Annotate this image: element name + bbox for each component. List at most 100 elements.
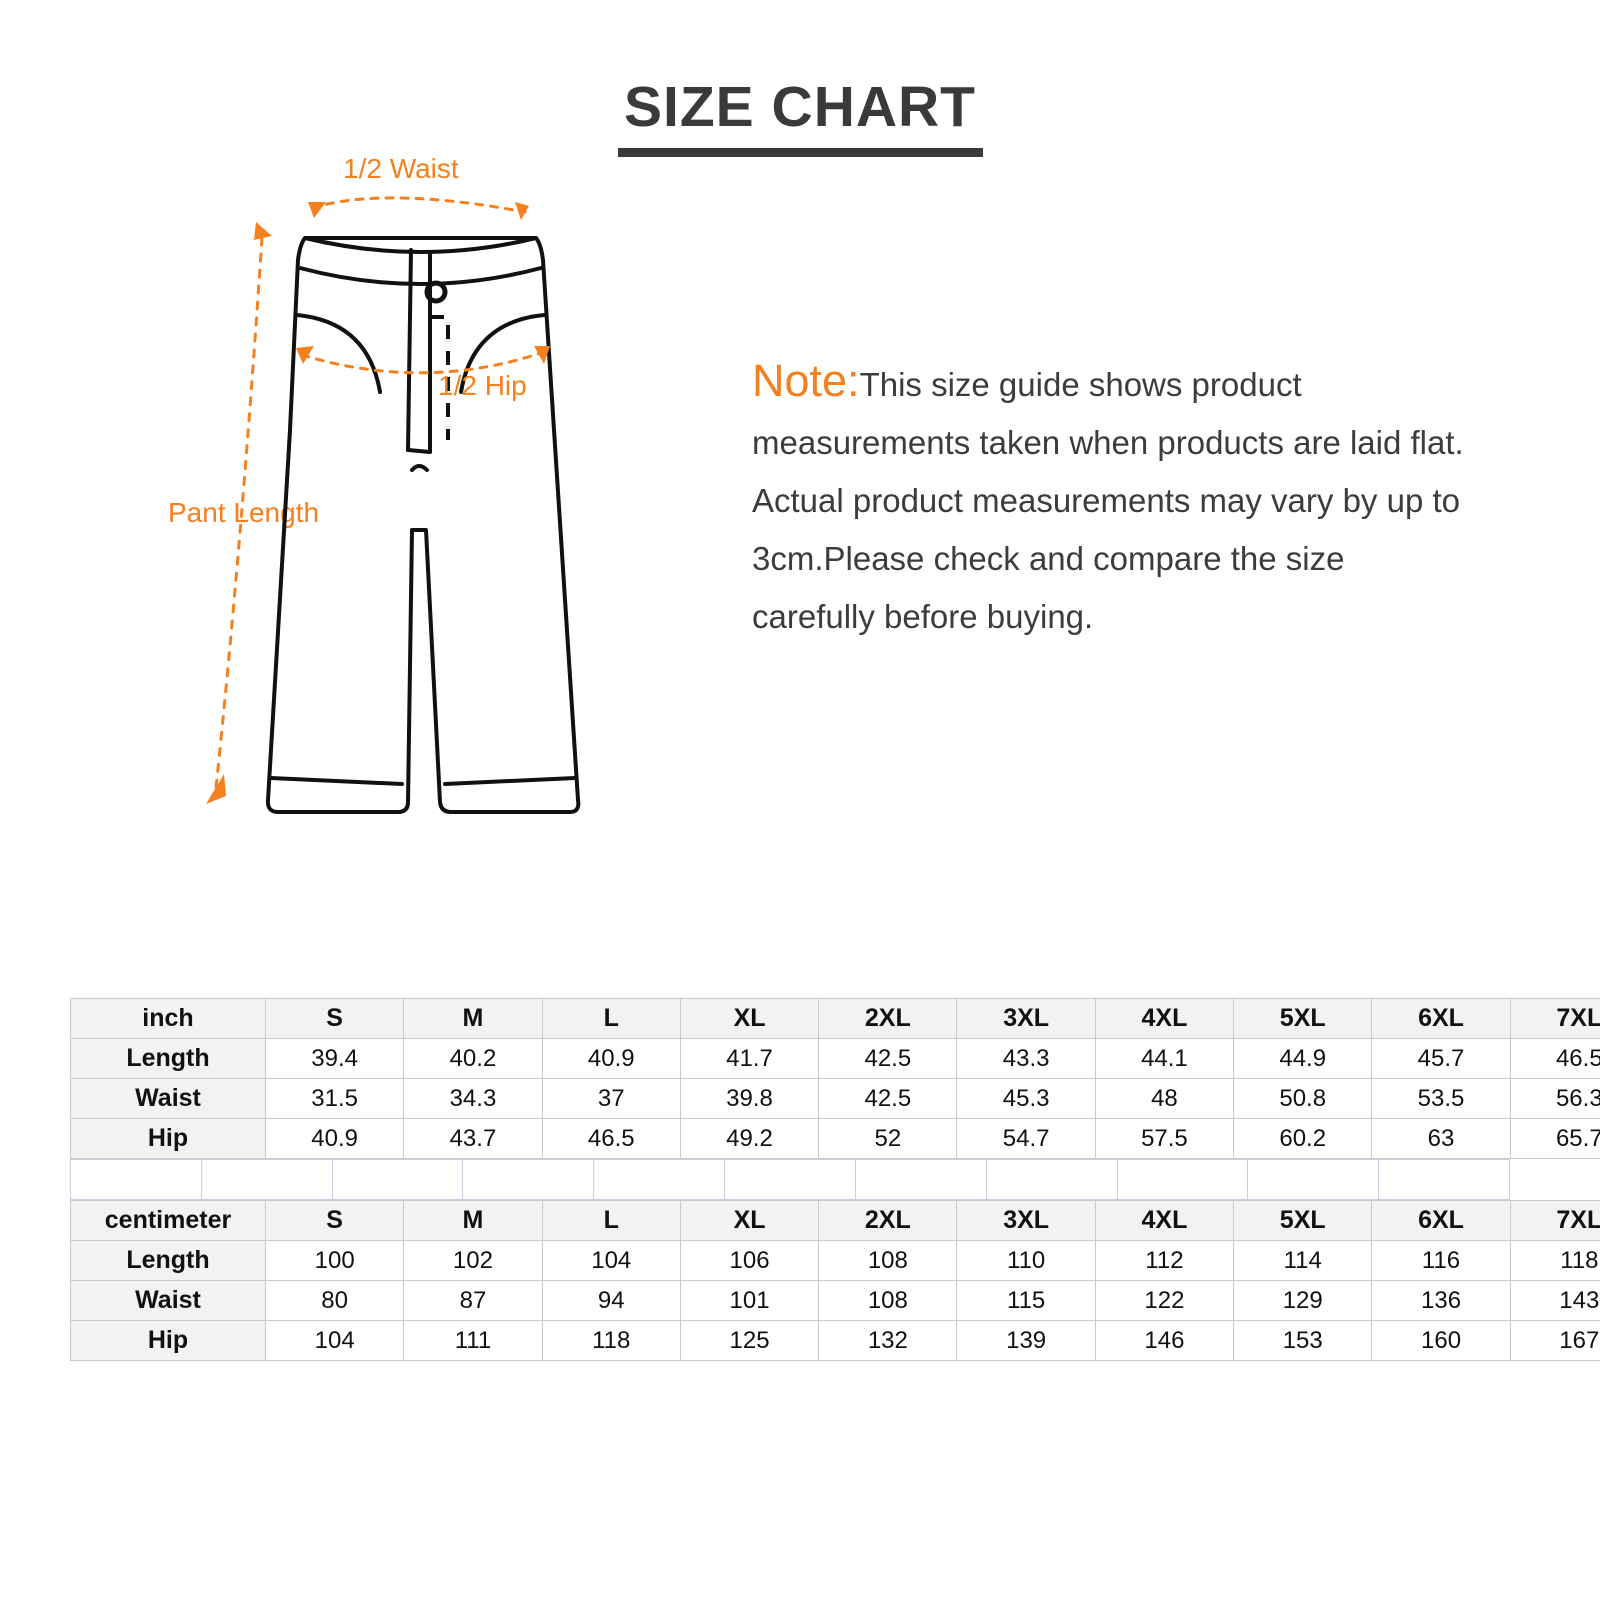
size-header-cell: L bbox=[541, 1200, 681, 1241]
measurement-cell: 40.2 bbox=[403, 1038, 543, 1079]
measurement-cell: 39.4 bbox=[264, 1038, 405, 1079]
title-underline bbox=[617, 147, 983, 157]
size-header-cell: S bbox=[264, 1200, 405, 1241]
unit-label-cell: centimeter bbox=[70, 1200, 266, 1241]
measurement-cell: 40.9 bbox=[264, 1118, 405, 1159]
measurement-cell: 146 bbox=[1094, 1320, 1235, 1361]
note-label: Note: bbox=[752, 355, 860, 406]
measurement-cell: 143 bbox=[1509, 1280, 1600, 1321]
size-header-cell: 2XL bbox=[818, 998, 958, 1039]
measurement-cell: 42.5 bbox=[818, 1078, 958, 1119]
measurement-cell: 63 bbox=[1371, 1118, 1511, 1159]
size-header-cell: 3XL bbox=[956, 1200, 1096, 1241]
centimeter-table-body: centimeter S M L XL 2XL 3XL 4XL 5XL 6XL 7XL Length 1… bbox=[70, 1200, 1600, 1361]
measurement-cell: 31.5 bbox=[264, 1078, 405, 1119]
spacer-cell bbox=[985, 1159, 1118, 1200]
measurement-cell: 122 bbox=[1094, 1280, 1235, 1321]
measurement-cell: 52 bbox=[818, 1118, 958, 1159]
measurement-cell: 34.3 bbox=[403, 1078, 543, 1119]
measurement-cell: 116 bbox=[1371, 1240, 1511, 1281]
table-row: Length 100 102 104 106 108 110 112 114 116 118 bbox=[70, 1240, 1600, 1281]
table-row: Hip 104 111 118 125 132 139 146 153 160 167 bbox=[70, 1320, 1600, 1361]
inch-table-body: inch S M L XL 2XL 3XL 4XL 5XL 6XL 7XL Length 39.4 40.… bbox=[70, 998, 1600, 1159]
measurement-cell: 160 bbox=[1371, 1320, 1511, 1361]
measurement-cell: 139 bbox=[956, 1320, 1096, 1361]
pant-length-measure-arrow bbox=[206, 222, 272, 804]
row-label-cell: Hip bbox=[70, 1118, 266, 1159]
measurement-cell: 104 bbox=[541, 1240, 681, 1281]
row-label-cell: Waist bbox=[70, 1078, 266, 1119]
pants-outline bbox=[265, 236, 581, 814]
spacer-cell bbox=[200, 1159, 333, 1200]
spacer-cell bbox=[462, 1159, 595, 1200]
spacer-cell bbox=[854, 1159, 987, 1200]
table-header-row: inch S M L XL 2XL 3XL 4XL 5XL 6XL 7XL bbox=[70, 998, 1600, 1039]
measurement-cell: 44.9 bbox=[1233, 1038, 1373, 1079]
button-icon bbox=[424, 280, 448, 304]
half-hip-measure-arrow bbox=[296, 346, 550, 375]
measurement-cell: 87 bbox=[403, 1280, 543, 1321]
table-row: Waist 80 87 94 101 108 115 122 129 136 143 bbox=[70, 1280, 1600, 1321]
size-header-cell: 2XL bbox=[818, 1200, 958, 1241]
measurement-cell: 102 bbox=[403, 1240, 543, 1281]
measurement-cell: 101 bbox=[679, 1280, 820, 1321]
size-header-cell: 3XL bbox=[956, 998, 1096, 1039]
spacer-cell bbox=[593, 1159, 726, 1200]
table-row: Waist 31.5 34.3 37 39.8 42.5 45.3 48 50.8 53.5 56.… bbox=[70, 1078, 1600, 1119]
measurement-cell: 40.9 bbox=[541, 1038, 681, 1079]
measurement-cell: 39.8 bbox=[679, 1078, 820, 1119]
centimeter-size-table: centimeter S M L XL 2XL 3XL 4XL 5XL 6XL 7XL Length 1… bbox=[70, 1200, 1600, 1361]
size-header-cell: XL bbox=[679, 998, 820, 1039]
spacer-cell bbox=[1116, 1159, 1249, 1200]
measurement-cell: 108 bbox=[818, 1280, 958, 1321]
measurement-cell: 125 bbox=[679, 1320, 820, 1361]
measurement-cell: 104 bbox=[264, 1320, 405, 1361]
row-label-cell: Waist bbox=[70, 1280, 266, 1321]
table-row: Length 39.4 40.2 40.9 41.7 42.5 43.3 44.1 44.9 45… bbox=[70, 1038, 1600, 1079]
table-row: Hip 40.9 43.7 46.5 49.2 52 54.7 57.5 60.2 63 65.7 bbox=[70, 1118, 1600, 1159]
size-header-cell: M bbox=[403, 998, 543, 1039]
measurement-cell: 48 bbox=[1094, 1078, 1235, 1119]
row-label-cell: Length bbox=[70, 1038, 266, 1079]
spacer-cell bbox=[331, 1159, 464, 1200]
size-header-cell: 7XL bbox=[1509, 1200, 1600, 1241]
size-header-cell: S bbox=[264, 998, 405, 1039]
spacer-cell bbox=[70, 1159, 202, 1200]
table-spacer-row bbox=[70, 1159, 1510, 1200]
measurement-cell: 50.8 bbox=[1233, 1078, 1373, 1119]
size-header-cell: M bbox=[403, 1200, 543, 1241]
measurement-cell: 80 bbox=[264, 1280, 405, 1321]
size-header-cell: 5XL bbox=[1233, 998, 1373, 1039]
measurement-cell: 129 bbox=[1233, 1280, 1373, 1321]
note-body: This size guide shows product measuremen… bbox=[752, 366, 1464, 635]
size-header-cell: L bbox=[541, 998, 681, 1039]
measurement-cell: 112 bbox=[1094, 1240, 1235, 1281]
measurement-cell: 46.5 bbox=[1509, 1038, 1600, 1079]
half-waist-measure-arrow bbox=[308, 196, 529, 220]
measurement-cell: 37 bbox=[541, 1078, 681, 1119]
size-header-cell: 4XL bbox=[1094, 998, 1235, 1039]
measurement-cell: 65.7 bbox=[1509, 1118, 1600, 1159]
measurement-cell: 110 bbox=[956, 1240, 1096, 1281]
half-waist-label: 1/2 Waist bbox=[343, 153, 459, 184]
measurement-cell: 56.3 bbox=[1509, 1078, 1600, 1119]
size-header-cell: 7XL bbox=[1509, 998, 1600, 1039]
measurement-cell: 106 bbox=[679, 1240, 820, 1281]
measurement-cell: 108 bbox=[818, 1240, 958, 1281]
size-header-cell: 6XL bbox=[1371, 998, 1511, 1039]
measurement-cell: 60.2 bbox=[1233, 1118, 1373, 1159]
page-title: SIZE CHART bbox=[624, 75, 976, 139]
measurement-cell: 42.5 bbox=[818, 1038, 958, 1079]
unit-label-cell: inch bbox=[70, 998, 266, 1039]
measurement-cell: 57.5 bbox=[1094, 1118, 1235, 1159]
measurement-cell: 43.7 bbox=[403, 1118, 543, 1159]
pants-diagram: 1/2 Waist Pant Length bbox=[140, 140, 700, 840]
measurement-cell: 44.1 bbox=[1094, 1038, 1235, 1079]
measurement-cell: 53.5 bbox=[1371, 1078, 1511, 1119]
size-tables: inch S M L XL 2XL 3XL 4XL 5XL 6XL 7XL Length 39.4 40.… bbox=[70, 998, 1600, 1361]
spacer-cell bbox=[724, 1159, 856, 1200]
size-header-cell: 4XL bbox=[1094, 1200, 1235, 1241]
measurement-cell: 114 bbox=[1233, 1240, 1373, 1281]
measurement-cell: 136 bbox=[1371, 1280, 1511, 1321]
measurement-cell: 41.7 bbox=[679, 1038, 820, 1079]
